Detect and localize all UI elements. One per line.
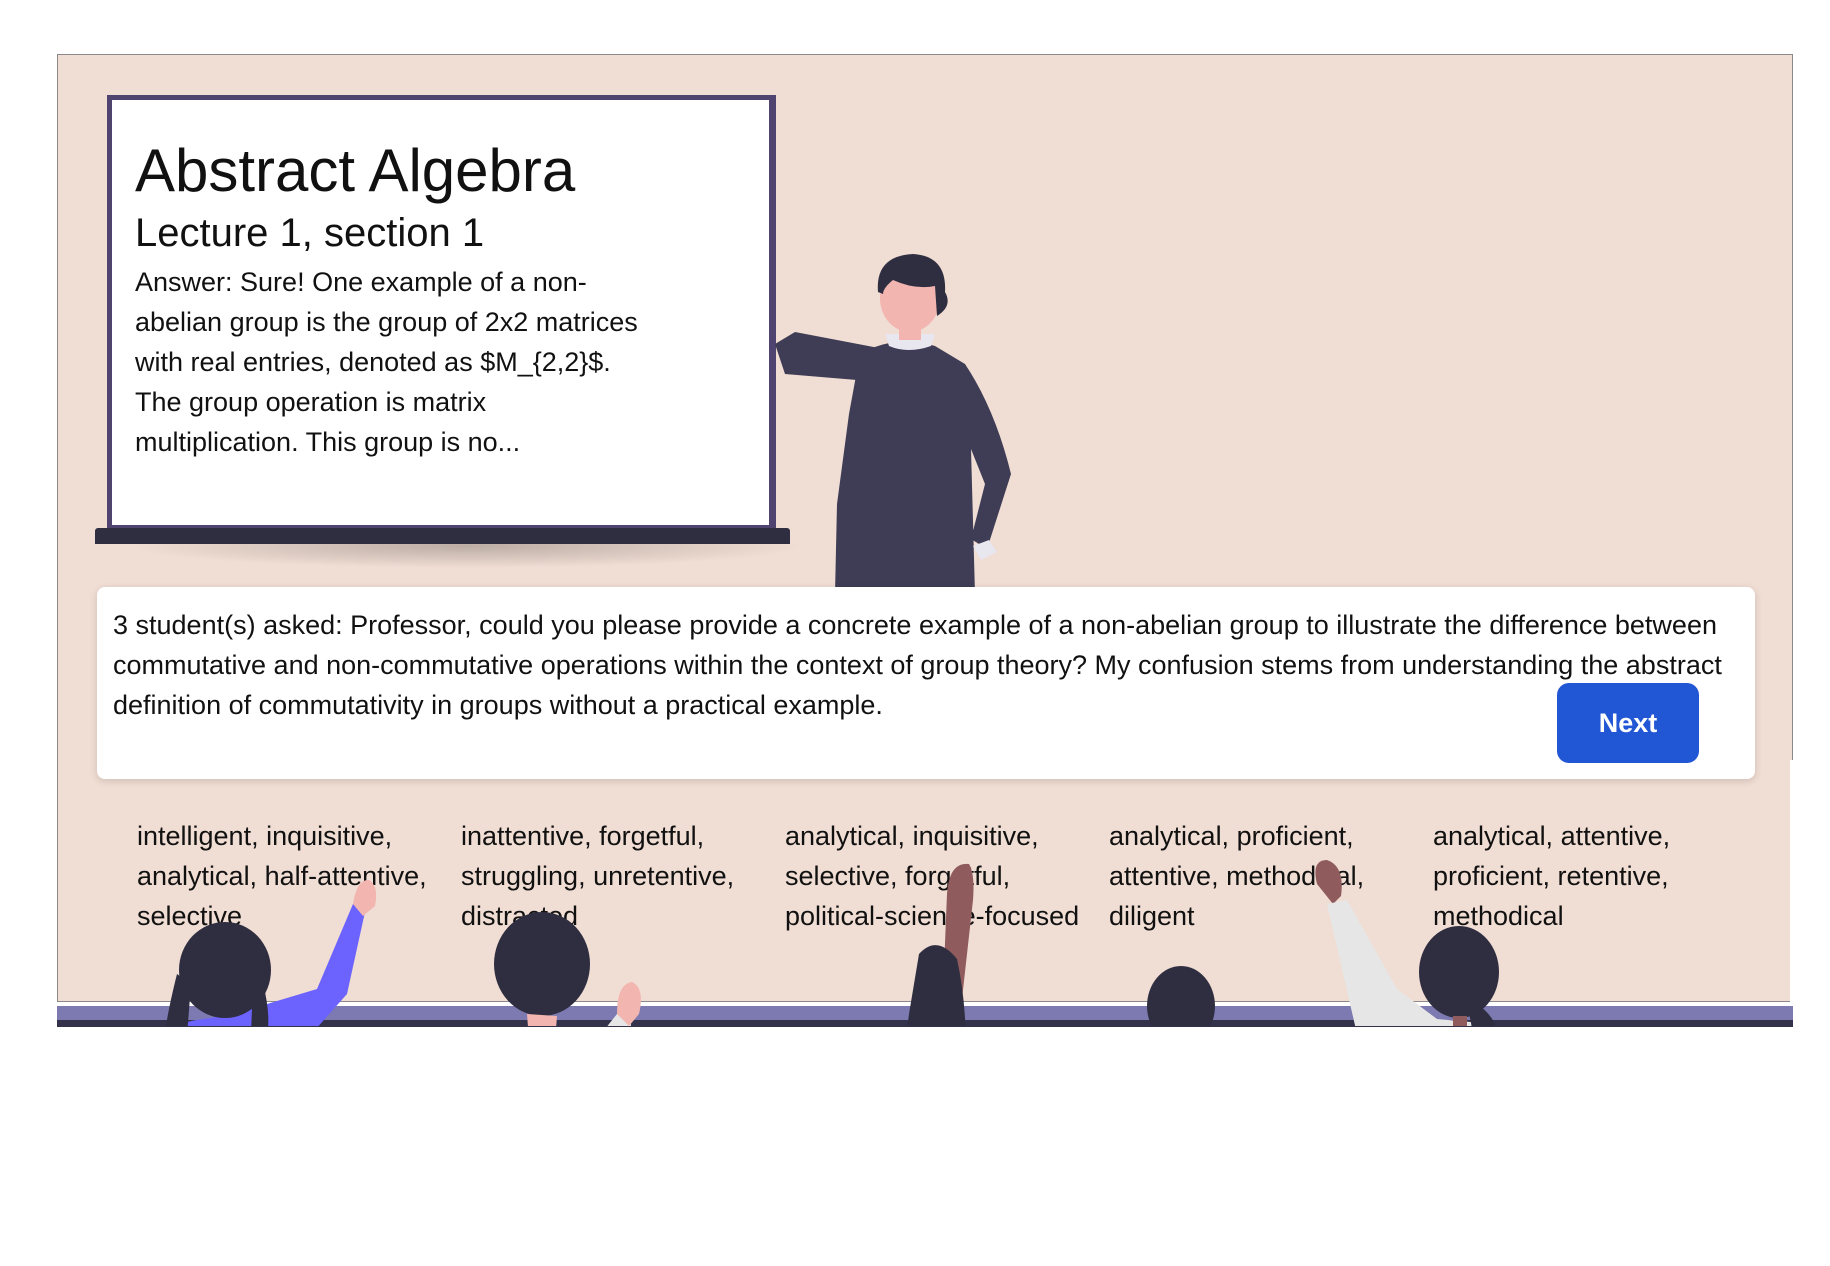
lecture-subtitle: Lecture 1, section 1 [135,211,485,255]
professor-figure [775,254,1011,643]
student-5-figure [1315,860,1499,1026]
student-3-figure [907,863,974,1026]
student-4-figure [1147,966,1215,1026]
student-1-traits: intelligent, inquisitive, analytical, ha… [137,821,427,931]
answer-text: Answer: Sure! One example of a non-abeli… [135,267,638,457]
lecture-title: Abstract Algebra [135,137,576,204]
question-text: 3 student(s) asked: Professor, could you… [113,610,1722,720]
student-5-traits: analytical, attentive, proficient, reten… [1433,821,1671,931]
next-button[interactable]: Next [1557,683,1699,763]
whiteboard-ledge [95,528,790,544]
room-background-gap [1790,760,1796,1030]
question-card: 3 student(s) asked: Professor, could you… [97,587,1755,779]
students-illustration [166,860,1499,1026]
whiteboard: Abstract Algebra Lecture 1, section 1 An… [107,95,776,530]
student-1-figure [166,879,377,1026]
classroom-scene: Abstract Algebra Lecture 1, section 1 An… [57,54,1796,1030]
student-2-figure [494,912,641,1026]
